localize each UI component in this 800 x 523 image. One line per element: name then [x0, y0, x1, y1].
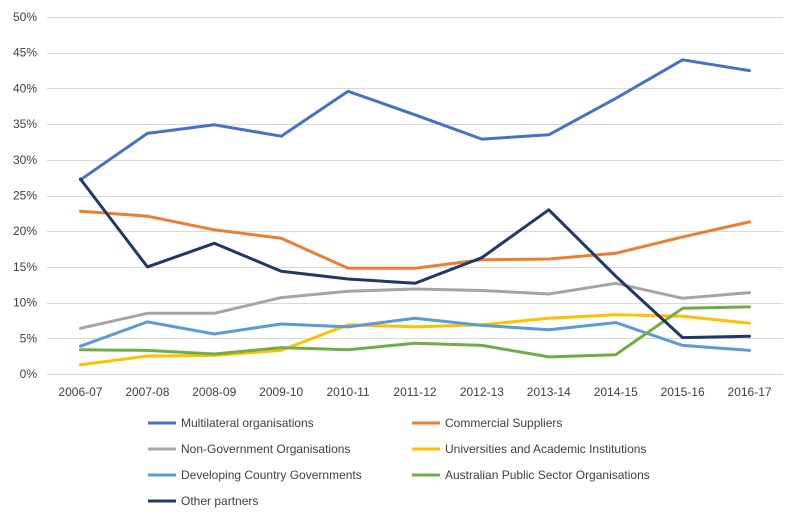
legend-item-other-partners: Other partners [148, 494, 258, 508]
y-tick-label: 20% [13, 224, 37, 238]
y-tick-label: 50% [13, 10, 37, 24]
gridlines [47, 17, 783, 375]
y-tick-label: 5% [20, 331, 38, 345]
legend-label: Australian Public Sector Organisations [445, 468, 650, 482]
y-tick-label: 45% [13, 46, 37, 60]
x-tick-label: 2012-13 [460, 385, 504, 399]
y-tick-label: 10% [13, 296, 37, 310]
x-tick-label: 2016-17 [728, 385, 772, 399]
legend-item-non-government-organisations: Non-Government Organisations [148, 442, 350, 456]
y-tick-label: 15% [13, 260, 37, 274]
x-tick-label: 2006-07 [58, 385, 102, 399]
x-tick-label: 2014-15 [594, 385, 638, 399]
y-tick-label: 30% [13, 153, 37, 167]
series-line-other-partners [79, 177, 751, 340]
legend-item-australian-public-sector-organisations: Australian Public Sector Organisations [412, 468, 650, 482]
legend-item-multilateral-organisations: Multilateral organisations [148, 416, 314, 430]
legend: Multilateral organisations Commercial Sup… [148, 416, 650, 508]
x-tick-label: 2007-08 [125, 385, 169, 399]
legend-item-commercial-suppliers: Commercial Suppliers [412, 416, 562, 430]
legend-label: Other partners [181, 494, 258, 508]
series-line-non-government-organisations [79, 281, 751, 330]
x-axis-tick-labels: 2006-07 2007-08 2008-09 2009-10 2010-11 2011-… [58, 385, 771, 399]
x-tick-label: 2011-12 [393, 385, 436, 399]
series-line-australian-public-sector-organisations [79, 305, 751, 359]
y-tick-label: 0% [20, 367, 38, 381]
y-tick-label: 25% [13, 189, 37, 203]
series-line-commercial-suppliers [79, 209, 751, 270]
x-tick-label: 2015-16 [661, 385, 705, 399]
x-tick-label: 2010-11 [327, 385, 370, 399]
legend-label: Multilateral organisations [181, 416, 314, 430]
legend-label: Developing Country Governments [181, 468, 362, 482]
series-line-universities-and-academic-institutions [79, 313, 751, 367]
x-tick-label: 2009-10 [259, 385, 303, 399]
legend-label: Commercial Suppliers [445, 416, 562, 430]
series-line-developing-country-governments [79, 316, 751, 352]
series-line-multilateral-organisations [79, 58, 751, 182]
x-tick-label: 2008-09 [192, 385, 236, 399]
legend-label: Non-Government Organisations [181, 442, 350, 456]
legend-label: Universities and Academic Institutions [445, 442, 646, 456]
series-lines [79, 58, 751, 367]
y-tick-label: 35% [13, 117, 37, 131]
x-tick-label: 2013-14 [527, 385, 571, 399]
legend-item-developing-country-governments: Developing Country Governments [148, 468, 362, 482]
y-tick-label: 40% [13, 81, 37, 95]
legend-item-universities-and-academic-institutions: Universities and Academic Institutions [412, 442, 646, 456]
y-axis-tick-labels: 0% 5% 10% 15% 20% 25% 30% 35% 40% 45% 50% [13, 10, 37, 381]
